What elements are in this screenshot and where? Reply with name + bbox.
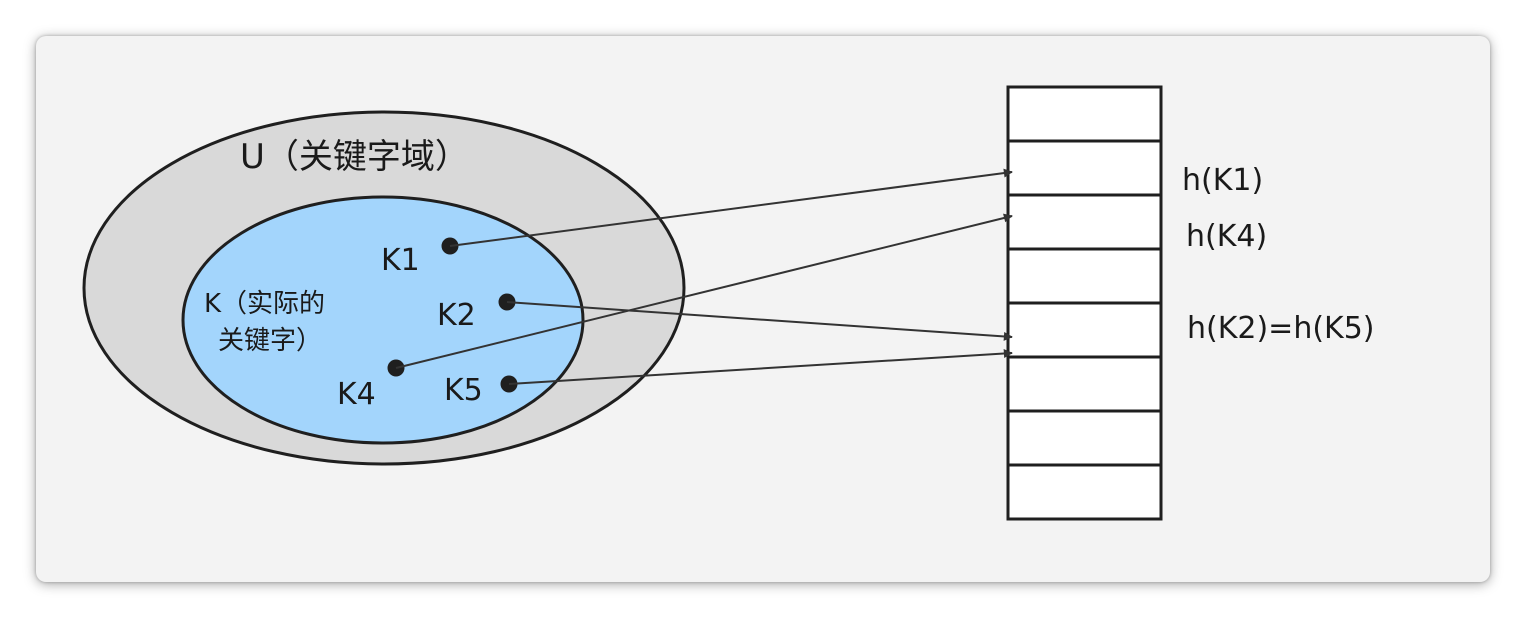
- hash-label-k2-k5: h(K2)=h(K5): [1187, 311, 1375, 346]
- arrow-k5-to-slot: [508, 349, 1013, 385]
- arrow-k1-to-slot: [449, 168, 1013, 247]
- key-label-k4: K4: [337, 377, 376, 412]
- hash-label-k1: h(K1): [1182, 163, 1263, 198]
- universe-label: U（关键字域）: [240, 137, 469, 177]
- table-slot-2: [1006, 193, 1163, 251]
- actual-keys-label-line2: 关键字）: [218, 326, 322, 356]
- table-slot-7: [1006, 463, 1163, 521]
- actual-keys-label-line1: K（实际的: [204, 289, 325, 319]
- key-label-k2: K2: [437, 298, 476, 333]
- table-slot-6: [1006, 409, 1163, 467]
- key-label-k5: K5: [444, 373, 483, 408]
- key-label-k1: K1: [381, 243, 420, 278]
- arrow-k4-to-slot: [395, 213, 1013, 369]
- hash-label-k4: h(K4): [1186, 219, 1267, 254]
- table-slot-5: [1006, 355, 1163, 413]
- table-slot-1: [1006, 139, 1163, 197]
- table-slot-3: [1006, 247, 1163, 305]
- table-slot-0: [1006, 85, 1163, 143]
- arrow-k2-to-slot: [506, 301, 1013, 341]
- actual-keys-set: [181, 195, 585, 445]
- table-slot-4: [1006, 301, 1163, 359]
- hash-table: [1006, 85, 1163, 521]
